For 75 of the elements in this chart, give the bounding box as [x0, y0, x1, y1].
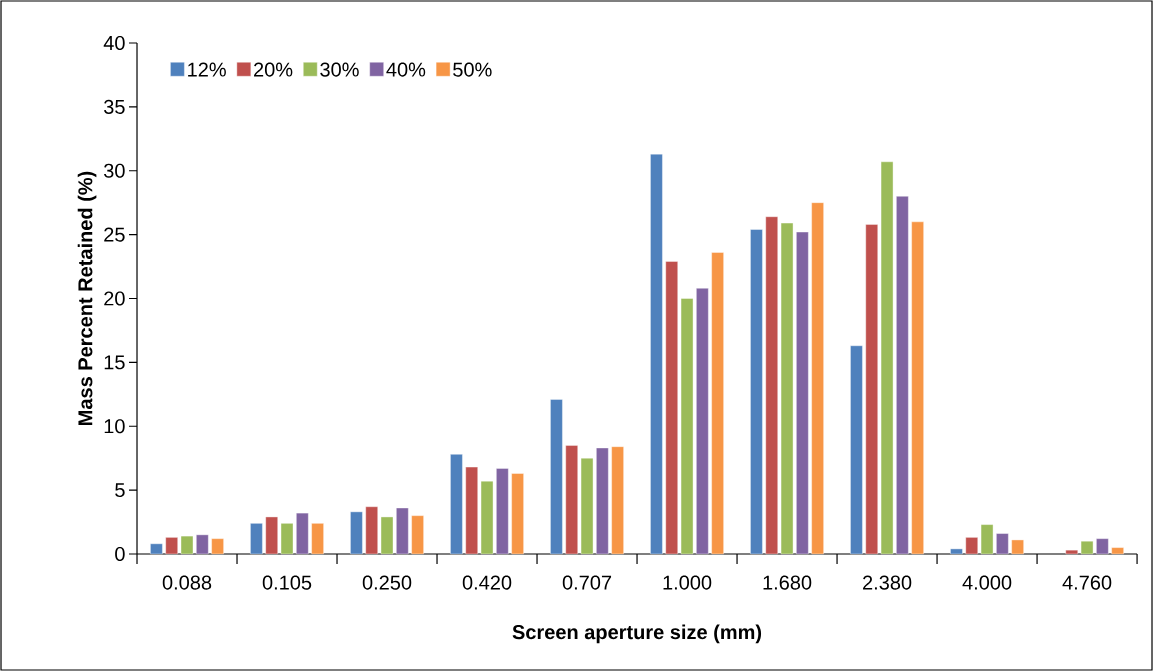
bar: [511, 473, 524, 555]
bar: [280, 523, 294, 555]
bar: [365, 506, 378, 555]
bar: [965, 537, 978, 555]
bar: [1096, 538, 1109, 555]
bar: [996, 533, 1009, 555]
bar: [850, 345, 863, 555]
legend-label: 20%: [254, 62, 293, 77]
bar: [450, 454, 463, 555]
x-tick-label: 0.088: [162, 575, 212, 590]
y-tick-label: 20: [104, 291, 125, 306]
bar: [250, 523, 263, 555]
bar: [1065, 549, 1078, 555]
bar: [1080, 541, 1094, 555]
bar: [796, 231, 809, 555]
x-tick-label: 0.105: [262, 575, 312, 590]
y-tick-label: 10: [104, 419, 125, 434]
bar: [950, 548, 963, 555]
y-tick-label: 35: [104, 99, 125, 114]
bar: [165, 537, 178, 555]
y-axis-title: Mass Percent Retained (%): [77, 171, 97, 425]
bar: [980, 524, 994, 555]
x-tick-label: 4.760: [1062, 575, 1112, 590]
bar: [196, 534, 209, 555]
bar: [211, 538, 224, 555]
bar: [480, 480, 494, 555]
bar: [596, 447, 609, 555]
bar: [580, 457, 594, 555]
x-axis-title: Screen aperture size (mm): [512, 624, 762, 644]
bar: [150, 543, 163, 555]
bar: [180, 535, 194, 555]
x-tick-label: 1.680: [763, 575, 812, 590]
bar: [1111, 547, 1124, 555]
bar: [350, 511, 363, 555]
legend-label: 30%: [320, 62, 359, 77]
bar: [896, 196, 909, 555]
x-tick-label: 0.250: [362, 575, 412, 590]
bar: [550, 399, 563, 555]
bar: [765, 216, 778, 555]
y-tick-label: 15: [104, 355, 125, 370]
bar: [1011, 539, 1024, 555]
legend-label: 50%: [453, 62, 492, 77]
bar: [496, 468, 509, 555]
legend-label: 12%: [188, 62, 226, 77]
x-tick-label: 2.380: [863, 575, 912, 590]
bar: [750, 229, 763, 555]
y-tick-label: 25: [104, 227, 125, 242]
x-tick-label: 4.000: [962, 575, 1012, 590]
bar: [411, 515, 424, 555]
bar: [396, 507, 409, 555]
bar: [680, 298, 694, 555]
x-tick-label: 0.420: [462, 575, 512, 590]
y-tick-label: 0: [115, 546, 125, 562]
bar: [380, 516, 394, 555]
bar: [811, 202, 824, 555]
bar: [865, 224, 878, 555]
y-tick-label: 40: [103, 35, 125, 51]
y-tick-label: 5: [115, 483, 125, 498]
x-tick-label: 0.707: [562, 575, 612, 590]
bar: [296, 512, 309, 555]
bar: [665, 261, 678, 555]
bar: [880, 161, 894, 555]
bar: [780, 222, 794, 555]
bar: [465, 466, 478, 555]
bar: [311, 523, 324, 555]
bar: [650, 153, 663, 555]
bar: [265, 516, 278, 555]
x-tick-label: 1.000: [663, 575, 712, 590]
bar: [911, 221, 924, 555]
bar: [711, 252, 724, 555]
bar: [565, 445, 578, 555]
bar: [696, 288, 709, 555]
y-tick-label: 30: [104, 163, 125, 178]
bar: [611, 446, 624, 555]
legend-label: 40%: [386, 62, 426, 77]
